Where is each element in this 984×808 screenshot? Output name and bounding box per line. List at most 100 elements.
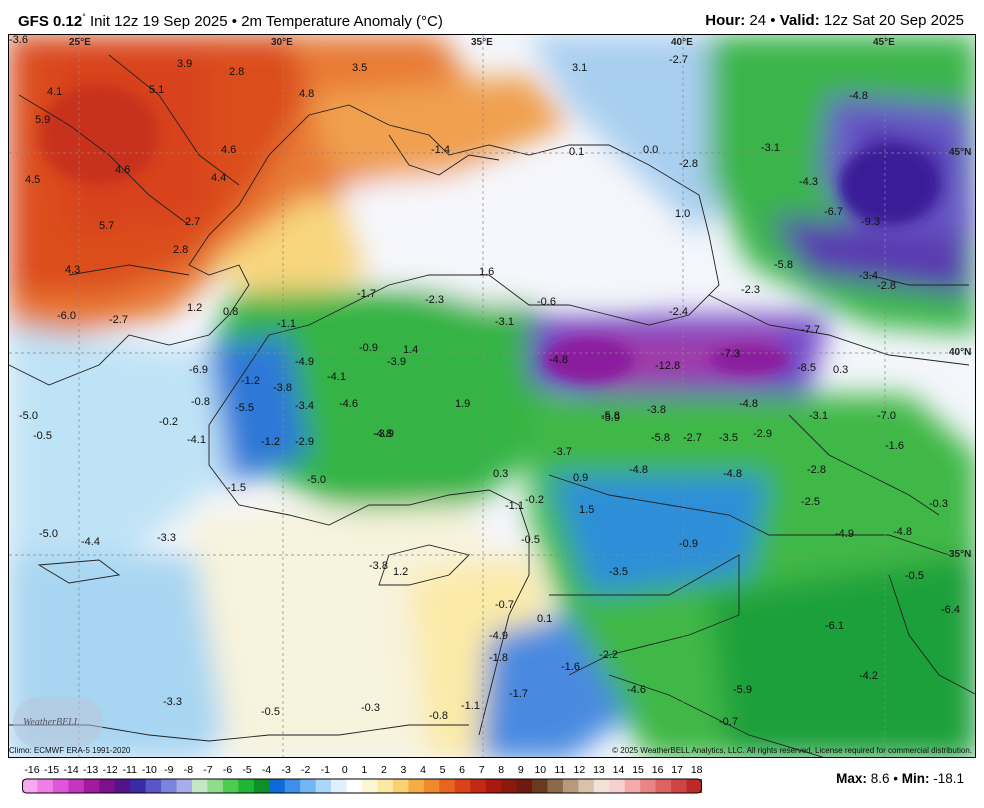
colorbar-swatch — [83, 779, 100, 793]
anomaly-value-label: -5.0 — [307, 474, 326, 486]
valid-value: 12z Sat 20 Sep 2025 — [823, 12, 964, 29]
anomaly-value-label: -1.1 — [505, 500, 524, 512]
anomaly-value-label: -0.6 — [537, 296, 556, 308]
anomaly-value-label: -5.8 — [774, 259, 793, 271]
anomaly-value-label: -2.9 — [295, 436, 314, 448]
anomaly-value-label: -5.8 — [601, 410, 620, 422]
colorbar-tick-label: 4 — [420, 764, 426, 776]
copyright-note: © 2025 WeatherBELL Analytics, LLC. All r… — [612, 746, 972, 755]
anomaly-value-label: -4.2 — [859, 670, 878, 682]
colorbar-tick-label: 5 — [439, 764, 446, 776]
anomaly-value-label: -1.2 — [241, 375, 260, 387]
anomaly-value-label: -3.3 — [163, 696, 182, 708]
max-value: 8.6 — [870, 771, 890, 786]
colorbar-swatch — [130, 779, 147, 793]
anomaly-value-label: -6.4 — [941, 604, 960, 616]
anomaly-value-label: 3.5 — [352, 62, 368, 74]
colorbar-swatch — [516, 779, 533, 793]
colorbar-labels: -16 -15 -14 -13 -12 -11 -10 -9 -8 -7 -6 -5 -4 -3 -2 -1 0… — [22, 764, 702, 778]
anomaly-value-label: 5.9 — [35, 114, 51, 126]
anomaly-value-label: -1.8 — [489, 652, 508, 664]
anomaly-value-label: 4.8 — [299, 88, 315, 100]
anomaly-value-label: -4.8 — [629, 464, 648, 476]
colorbar-tick-label: -10 — [141, 764, 157, 776]
anomaly-map: WeatherBELL 25°E 30°E 35°E 40°E 45°E 45°N 40°N… — [8, 34, 976, 758]
colorbar-tick-label: -8 — [183, 764, 194, 776]
anomaly-value-label: 5.7 — [99, 220, 115, 232]
anomaly-value-label: 0.1 — [569, 146, 585, 158]
anomaly-value-label: -4.1 — [187, 434, 206, 446]
anomaly-value-label: -0.8 — [429, 710, 448, 722]
anomaly-value-label: 1.0 — [675, 208, 691, 220]
anomaly-value-label: -6.7 — [824, 206, 843, 218]
valid-label: Valid: — [779, 12, 820, 29]
anomaly-value-label: -2.3 — [425, 294, 444, 306]
anomaly-value-label: 1.6 — [479, 266, 495, 278]
colorbar-swatch — [408, 779, 425, 793]
colorbar-swatch — [176, 779, 193, 793]
colorbar-swatch — [222, 779, 239, 793]
hour-label: Hour: — [705, 12, 746, 29]
grid-label: 35°E — [471, 37, 493, 48]
colorbar-swatch — [377, 779, 394, 793]
anomaly-value-label: -4.8 — [739, 398, 758, 410]
anomaly-value-label: 4.4 — [211, 172, 227, 184]
anomaly-value-label: 1.5 — [579, 504, 595, 516]
anomaly-value-label: -4.3 — [799, 176, 818, 188]
anomaly-value-label: -1.5 — [227, 482, 246, 494]
max-label: Max: — [836, 771, 867, 786]
anomaly-value-label: -0.7 — [719, 716, 738, 728]
anomaly-value-label: -3.8 — [369, 560, 388, 572]
colorbar-swatch — [68, 779, 85, 793]
colorbar-swatch — [192, 779, 209, 793]
colorbar-tick-label: 9 — [517, 764, 524, 776]
colorbar-swatch — [269, 779, 286, 793]
colorbar-tick-label: -14 — [63, 764, 79, 776]
colorbar-swatch — [423, 779, 440, 793]
colorbar-swatch — [99, 779, 116, 793]
anomaly-value-label: -2.7 — [109, 314, 128, 326]
anomaly-value-label: -4.4 — [81, 536, 100, 548]
anomaly-value-label: -4.8 — [849, 90, 868, 102]
colorbar-swatch — [392, 779, 409, 793]
anomaly-value-label: -4.8 — [373, 428, 392, 440]
anomaly-value-label: -12.8 — [655, 360, 681, 372]
anomaly-value-label: -4.1 — [327, 371, 346, 383]
colorbar-swatch — [532, 779, 549, 793]
anomaly-value-label: -0.2 — [159, 416, 178, 428]
anomaly-value-label: -0.8 — [191, 396, 210, 408]
grid-label: 30°E — [271, 37, 293, 48]
colorbar-swatch — [640, 779, 657, 793]
anomaly-value-label: -0.2 — [525, 494, 544, 506]
anomaly-value-label: -4.9 — [489, 630, 508, 642]
anomaly-value-label: -4.6 — [339, 398, 358, 410]
anomaly-value-label: 0.3 — [493, 468, 509, 480]
colorbar-swatch — [609, 779, 626, 793]
anomaly-value-label: -1.6 — [561, 661, 580, 673]
colorbar-tick-label: -4 — [261, 764, 272, 776]
anomaly-value-label: -4.6 — [627, 684, 646, 696]
anomaly-value-label: -7.3 — [721, 348, 740, 360]
colorbar-swatch — [562, 779, 579, 793]
colorbar — [22, 778, 702, 794]
anomaly-value-label: -3.4 — [859, 270, 878, 282]
colorbar-tick-label: -13 — [83, 764, 99, 776]
climo-note: Climo: ECMWF ERA-5 1991-2020 — [9, 746, 131, 755]
anomaly-value-label: 0.9 — [573, 472, 589, 484]
colorbar-tick-label: -6 — [222, 764, 233, 776]
anomaly-value-label: -2.3 — [741, 284, 760, 296]
anomaly-value-label: 4.1 — [47, 86, 63, 98]
anomaly-value-label: -1.2 — [261, 436, 280, 448]
anomaly-value-label: 2.8 — [229, 66, 245, 78]
colorbar-swatch — [161, 779, 178, 793]
anomaly-value-label: 0.8 — [223, 306, 239, 318]
anomaly-value-label: 4.6 — [115, 164, 131, 176]
anomaly-value-label: -1.1 — [461, 700, 480, 712]
anomaly-value-label: -5.0 — [19, 410, 38, 422]
anomaly-value-label: -2.7 — [669, 54, 688, 66]
colorbar-swatch — [439, 779, 456, 793]
map-title: GFS 0.12° Init 12z 19 Sep 2025 • 2m Temp… — [18, 12, 443, 30]
svg-text:WeatherBELL: WeatherBELL — [23, 717, 80, 728]
anomaly-value-label: 2.7 — [185, 216, 201, 228]
anomaly-value-label: 1.2 — [393, 566, 409, 578]
